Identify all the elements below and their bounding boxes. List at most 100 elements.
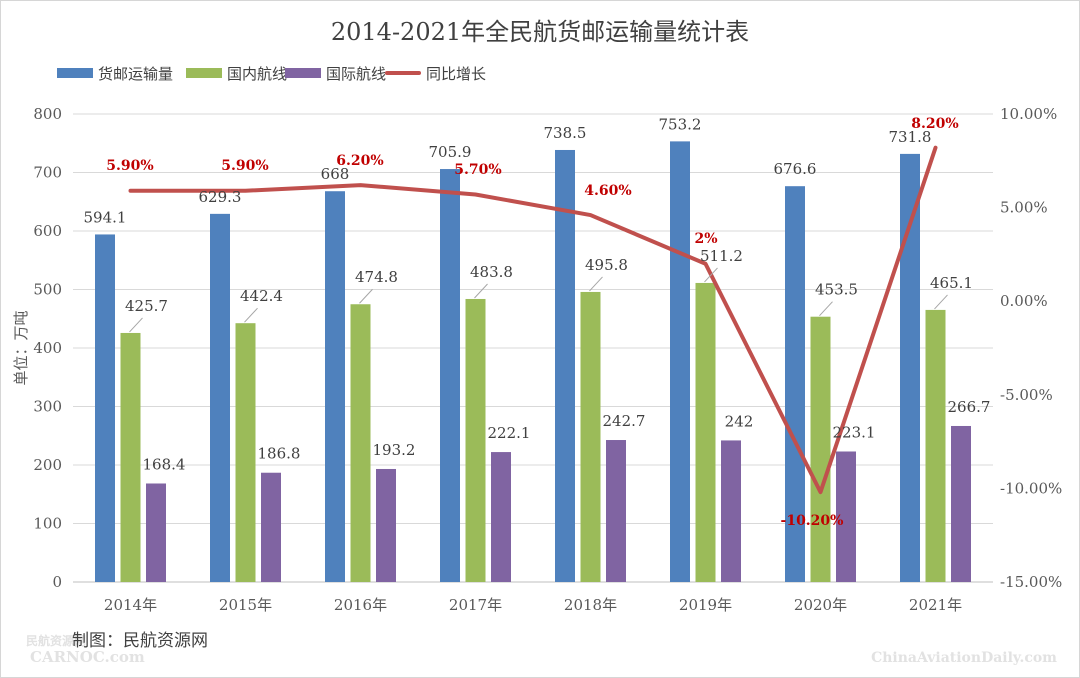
bar-0-2	[325, 191, 345, 582]
bar-0-6	[785, 186, 805, 582]
bar-2-2	[376, 468, 396, 582]
data-label-2-2: 193.2	[373, 441, 416, 459]
data-label-2-3: 222.1	[488, 424, 531, 442]
bar-0-4	[555, 149, 575, 583]
bar-0-5	[670, 141, 690, 583]
bar-2-5	[721, 440, 741, 582]
bars	[95, 141, 971, 583]
bar-1-5	[695, 282, 716, 582]
data-label-0-3: 705.9	[429, 143, 472, 161]
growth-line-path	[128, 145, 938, 495]
data-label-1-3: 483.8	[470, 263, 513, 281]
data-label-0-0: 594.1	[84, 208, 127, 226]
label-leader	[474, 283, 488, 299]
bar-2-0	[146, 483, 166, 582]
y2-tick-label: -5.00%	[1000, 386, 1053, 404]
data-label-0-4: 738.5	[544, 124, 587, 142]
x-tick-label: 2014年	[104, 596, 157, 614]
y-tick-label: 300	[33, 398, 62, 416]
legend-swatch-0	[57, 68, 93, 78]
x-tick-label: 2017年	[449, 596, 502, 614]
bar-2-1	[261, 472, 281, 582]
data-label-2-5: 242	[725, 412, 754, 430]
y-tick-label: 200	[33, 456, 62, 474]
x-tick-label: 2019年	[679, 596, 732, 614]
legend-label-1: 国内航线	[227, 65, 287, 83]
data-label-2-7: 266.7	[948, 398, 991, 416]
label-leader	[934, 294, 948, 310]
data-label-0-1: 629.3	[199, 188, 242, 206]
label-leader	[589, 276, 603, 292]
y-tick-label: 400	[33, 339, 62, 357]
legend-swatch-1	[186, 68, 222, 78]
bar-1-6	[810, 316, 831, 582]
x-tick-label: 2021年	[909, 596, 962, 614]
bar-0-1	[210, 213, 230, 582]
bar-1-0	[120, 332, 141, 582]
data-label-0-6: 676.6	[774, 160, 817, 178]
y2-tick-label: -15.00%	[1000, 573, 1062, 591]
data-label-2-1: 186.8	[258, 445, 301, 463]
bar-1-7	[925, 309, 946, 582]
data-label-0-7: 731.8	[889, 128, 932, 146]
chart-title: 2014-2021年全民航货邮运输量统计表	[331, 18, 749, 46]
data-label-2-0: 168.4	[143, 455, 186, 473]
growth-line	[128, 145, 938, 495]
legend-swatch-2	[285, 68, 321, 78]
data-label-1-1: 442.4	[240, 287, 283, 305]
data-label-0-2: 668	[321, 165, 350, 183]
data-label-1-2: 474.8	[355, 268, 398, 286]
data-label-2-4: 242.7	[603, 412, 646, 430]
y2-tick-label: 5.00%	[1000, 199, 1048, 217]
y-tick-label: 600	[33, 222, 62, 240]
y-tick-label: 800	[33, 105, 62, 123]
x-tick-label: 2016年	[334, 596, 387, 614]
y-axis-left: 0 100 200 300 400 500 600 700 800	[33, 105, 62, 591]
bar-2-7	[951, 425, 971, 582]
growth-label-0: 5.90%	[106, 158, 153, 174]
label-leader	[359, 288, 373, 304]
legend-label-0: 货邮运输量	[98, 65, 173, 83]
x-tick-label: 2015年	[219, 596, 272, 614]
growth-label-1: 5.90%	[221, 158, 268, 174]
data-label-0-5: 753.2	[659, 115, 702, 133]
legend: 货邮运输量 国内航线 国际航线 同比增长	[57, 65, 486, 83]
bar-1-2	[350, 304, 371, 582]
chart-credit: 制图：民航资源网	[72, 631, 208, 651]
watermark-left-top: 民航资源网	[26, 633, 86, 648]
bar-2-6	[836, 451, 856, 582]
growth-label-7: 8.20%	[911, 116, 958, 132]
bar-0-0	[95, 234, 115, 582]
x-axis: 2014年 2015年 2016年 2017年 2018年 2019年 2020年 2021年	[104, 596, 962, 614]
data-label-1-4: 495.8	[585, 256, 628, 274]
y-tick-label: 500	[33, 281, 62, 299]
legend-label-3: 同比增长	[426, 65, 486, 83]
bar-0-3	[440, 169, 460, 582]
growth-label-2: 6.20%	[336, 153, 383, 169]
label-leader	[819, 301, 833, 317]
x-tick-label: 2020年	[794, 596, 847, 614]
growth-label-3: 5.70%	[454, 162, 501, 178]
legend-swatch-3	[385, 71, 421, 75]
bar-2-4	[606, 440, 626, 582]
data-label-1-7: 465.1	[930, 274, 973, 292]
data-label-2-6: 223.1	[833, 423, 876, 441]
y-axis-right: -15.00% -10.00% -5.00% 0.00% 5.00% 10.00%	[1000, 105, 1062, 591]
data-label-1-5: 511.2	[700, 247, 743, 265]
bar-2-3	[491, 452, 511, 582]
bar-0-7	[900, 153, 920, 582]
label-leader	[704, 267, 718, 283]
growth-label-4: 4.60%	[584, 183, 631, 199]
bar-1-4	[580, 291, 601, 582]
y2-tick-label: -10.00%	[1000, 479, 1062, 497]
data-label-1-0: 425.7	[125, 297, 168, 315]
x-tick-label: 2018年	[564, 596, 617, 614]
y2-tick-label: 0.00%	[1000, 292, 1048, 310]
label-leader	[129, 317, 143, 333]
watermark-left-bottom: CARNOC.com	[30, 648, 145, 666]
watermark-right: ChinaAviationDaily.com	[871, 650, 1057, 666]
bar-1-3	[465, 298, 486, 582]
label-leader	[244, 307, 258, 323]
y-tick-label: 700	[33, 164, 62, 182]
